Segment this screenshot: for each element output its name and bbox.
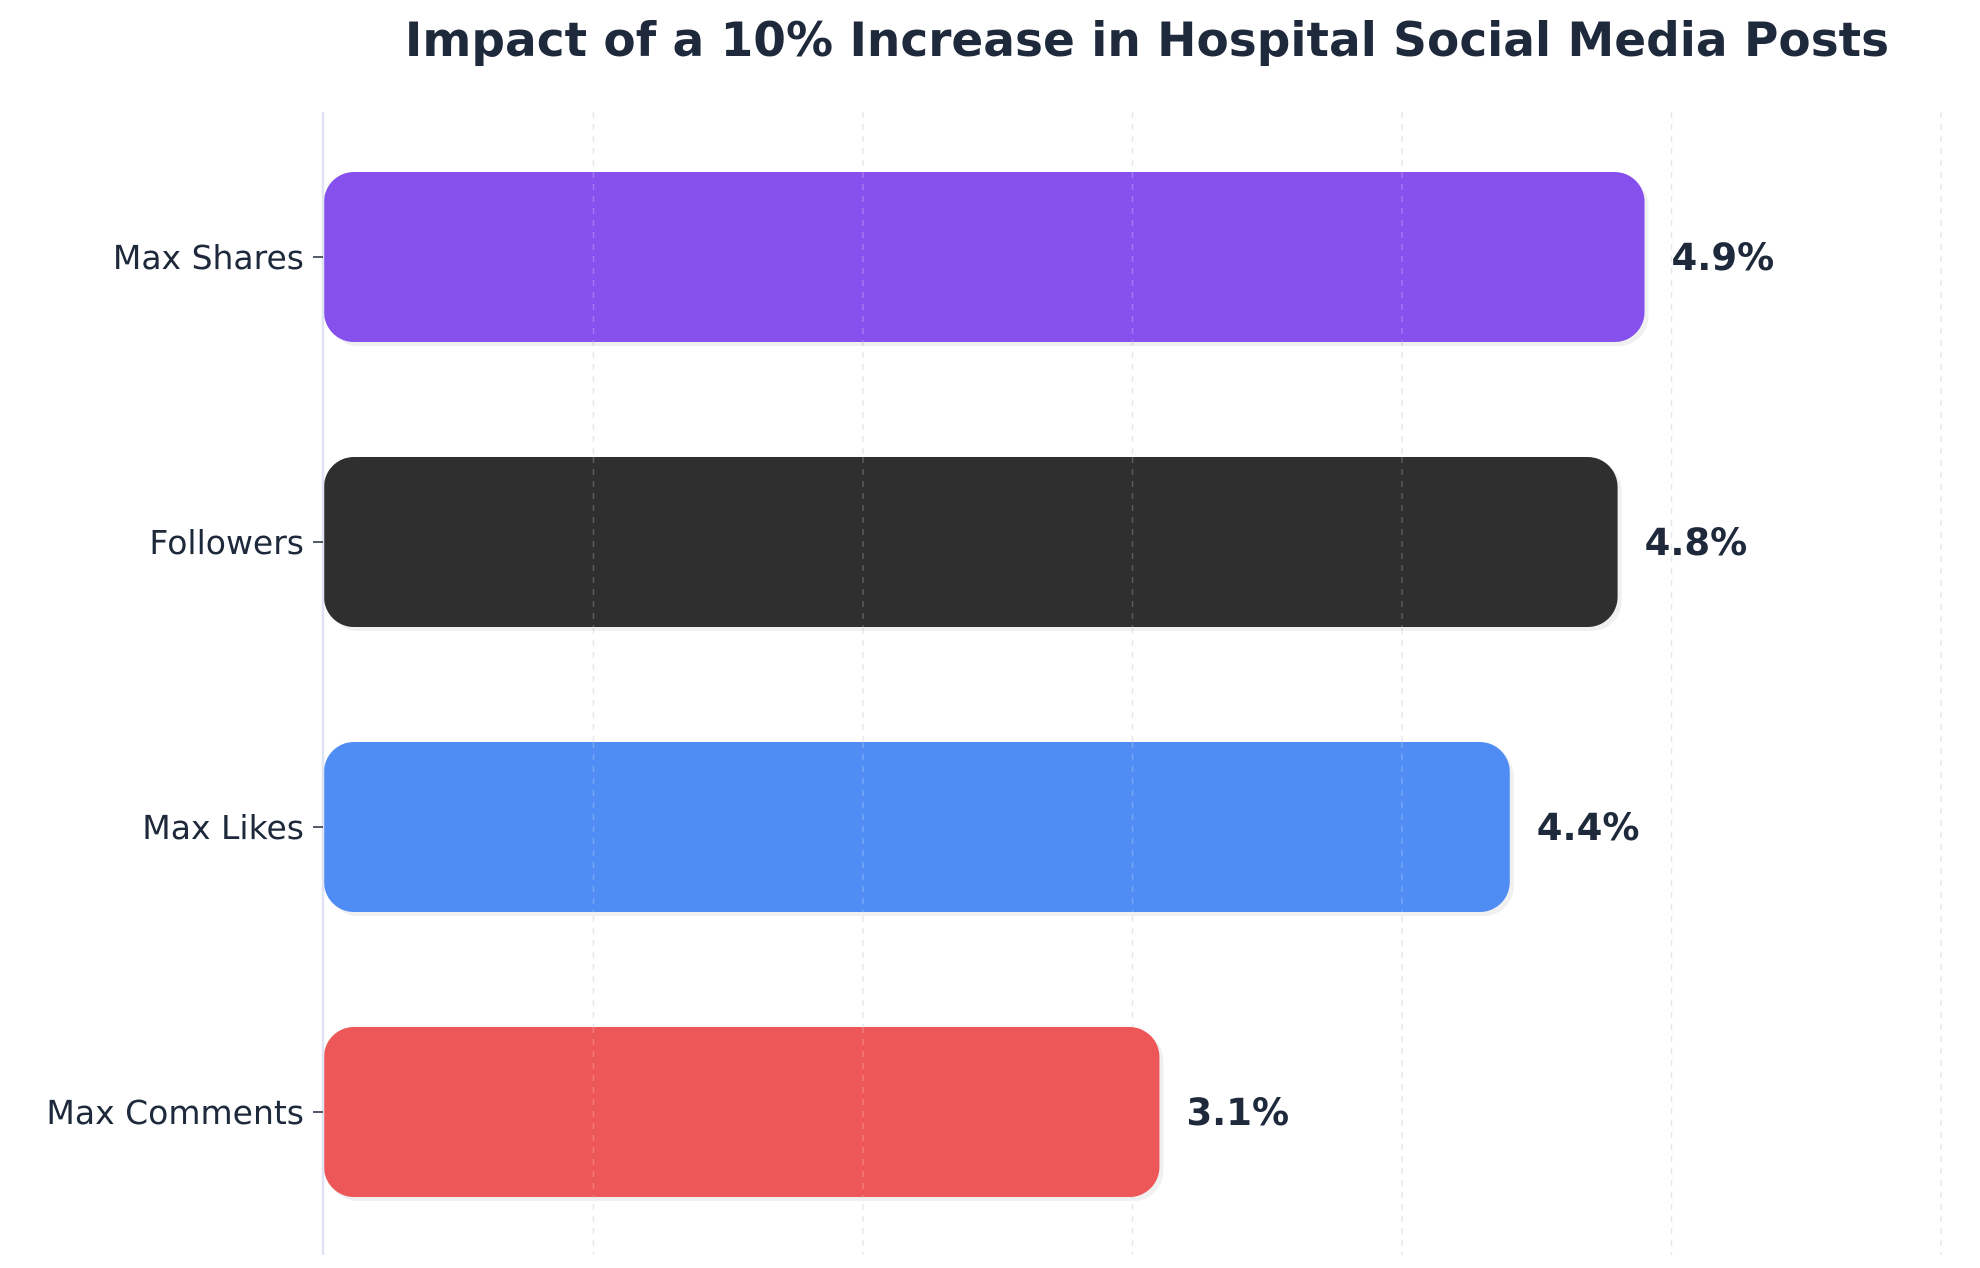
grid-overlay-layer xyxy=(592,172,1403,1197)
y-tick-label-max-comments: Max Comments xyxy=(46,1093,304,1132)
data-label-followers: 4.8% xyxy=(1645,521,1748,564)
y-tick-label-max-shares: Max Shares xyxy=(113,238,304,277)
data-label-max-shares: 4.9% xyxy=(1672,236,1775,279)
bar-max-shares xyxy=(324,172,1645,342)
bar-max-comments xyxy=(324,1027,1160,1197)
data-label-max-comments: 3.1% xyxy=(1186,1091,1289,1134)
bars-layer xyxy=(324,172,1649,1201)
chart-title: Impact of a 10% Increase in Hospital Soc… xyxy=(405,13,1889,68)
bar-max-likes xyxy=(324,742,1510,912)
data-label-max-likes: 4.4% xyxy=(1537,806,1640,849)
labels-layer: Max Shares 4.9% Followers 4.8% Max Likes 4.4%… xyxy=(46,236,1774,1134)
y-tick-label-max-likes: Max Likes xyxy=(142,808,304,847)
y-tick-label-followers: Followers xyxy=(149,523,304,562)
bar-followers xyxy=(324,457,1618,627)
